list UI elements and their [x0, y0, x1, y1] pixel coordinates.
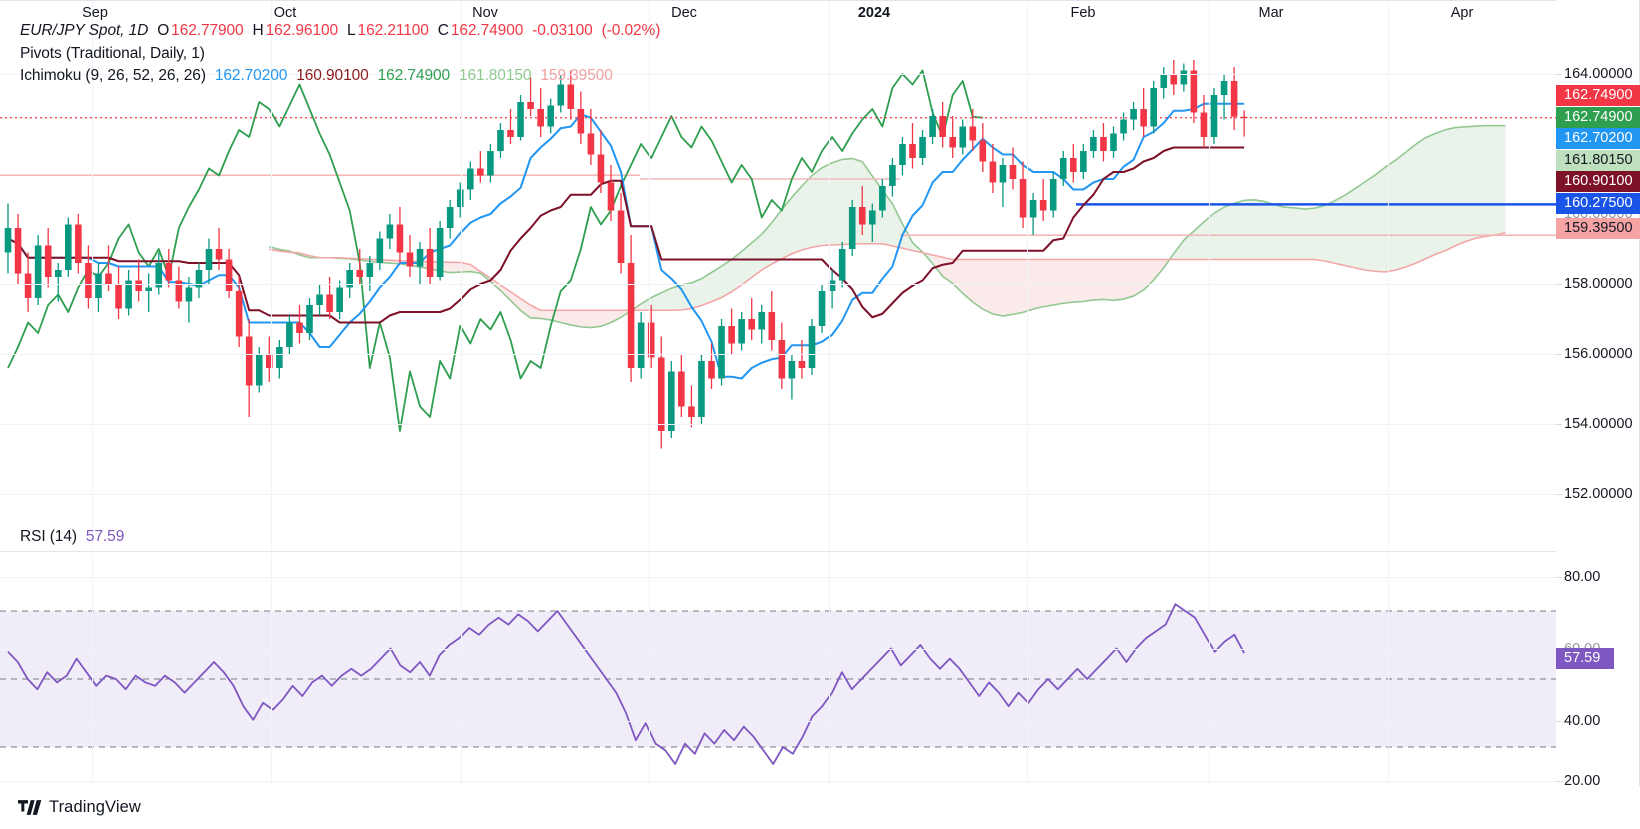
price-tick-156: 156.00000 [1564, 346, 1633, 362]
rsi-legend[interactable]: RSI (14) 57.59 [20, 528, 124, 546]
senkou-b-badge[interactable]: 159.39500 [1556, 218, 1640, 239]
time-scale[interactable]: Sep Oct Nov Dec 2024 Feb Mar Apr [0, 0, 1556, 26]
price-tick-158: 158.00000 [1564, 276, 1633, 292]
pivot-badge[interactable]: 160.27500 [1556, 193, 1640, 214]
rsi-gridline-sep [92, 553, 93, 786]
ohlc-close-value: 162.74900 [450, 22, 524, 39]
price-series-canvas [0, 60, 1556, 449]
gridline-164 [0, 74, 1556, 75]
rsi-gridline-80 [0, 577, 1556, 578]
time-tick-dec: Dec [671, 5, 697, 21]
rsi-tick-40: 40.00 [1564, 713, 1601, 729]
gridline-nov [461, 0, 462, 551]
ichimoku-chikou-value: 162.74900 [377, 67, 451, 84]
pivots-legend[interactable]: Pivots (Traditional, Daily, 1) [20, 45, 205, 63]
senkou-a-badge[interactable]: 161.80150 [1556, 150, 1640, 171]
time-tick-mar: Mar [1258, 5, 1284, 21]
price-tick-152: 152.00000 [1564, 486, 1633, 502]
gridline-apr [1388, 0, 1389, 551]
ohlc-low-value: 162.21100 [357, 22, 429, 39]
rsi-gridline-oct [271, 553, 272, 786]
rsi-gridline-40 [0, 721, 1556, 722]
gridline-feb [1027, 0, 1028, 551]
time-tick-sep: Sep [82, 5, 108, 21]
price-scale[interactable]: 164.00000 158.00000 156.00000 154.00000 … [1556, 0, 1640, 786]
gridline-154 [0, 424, 1556, 425]
ohlc-open-key: O [157, 22, 170, 39]
gridline-158 [0, 284, 1556, 285]
ohlc-close-key: C [437, 22, 449, 39]
time-tick-feb: Feb [1070, 5, 1096, 21]
price-chart-pane[interactable]: EUR/JPY Spot, 1D O 162.77900 H 162.96100 L 162… [0, 0, 1556, 551]
rsi-indicator-pane[interactable]: RSI (14) 57.59 [0, 528, 1556, 786]
time-scale-top-border [0, 0, 1556, 1]
time-tick-nov: Nov [472, 5, 498, 21]
rsi-gridline-2024 [829, 553, 830, 786]
gridline-oct [271, 0, 272, 551]
tradingview-logo-icon [18, 799, 42, 815]
ichimoku-kijun-value: 160.90100 [296, 67, 369, 84]
ohlc-open-value: 162.77900 [171, 22, 244, 39]
tenkan-badge[interactable]: 162.70200 [1556, 128, 1640, 149]
rsi-gridline-feb [1027, 553, 1028, 786]
rsi-tick-20: 20.00 [1564, 773, 1601, 789]
brand-name: TradingView [49, 797, 141, 816]
time-tick-oct: Oct [273, 5, 297, 21]
symbol-legend[interactable]: EUR/JPY Spot, 1D O 162.77900 H 162.96100 L 162… [20, 22, 660, 40]
gridline-dec [649, 0, 650, 551]
pane-divider[interactable] [0, 551, 1556, 552]
change-value: -0.03100 [532, 22, 593, 39]
rsi-gridline-mar [1209, 553, 1210, 786]
symbol-title[interactable]: EUR/JPY Spot, 1D [20, 22, 149, 39]
footer-branding[interactable]: TradingView [18, 794, 141, 820]
pivots-title[interactable]: Pivots (Traditional, Daily, 1) [20, 45, 205, 62]
rsi-gridline-nov [461, 553, 462, 786]
chikou-badge[interactable]: 162.74900 [1556, 107, 1640, 128]
rsi-title[interactable]: RSI (14) [20, 528, 77, 545]
time-tick-2024: 2024 [857, 5, 891, 21]
rsi-value-badge[interactable]: 57.59 [1556, 648, 1614, 669]
gridline-152 [0, 494, 1556, 495]
gridline-156 [0, 354, 1556, 355]
last-price-badge[interactable]: 162.74900 [1556, 85, 1640, 106]
kijun-badge[interactable]: 160.90100 [1556, 171, 1640, 192]
gridline-mar [1209, 0, 1210, 551]
rsi-tick-80: 80.00 [1564, 569, 1601, 585]
rsi-gridline-20 [0, 781, 1556, 782]
gridline-2024 [829, 0, 830, 551]
rsi-scale[interactable]: 80.00 60.00 40.00 20.00 57.59 [1556, 553, 1640, 789]
ichimoku-title[interactable]: Ichimoku (9, 26, 52, 26, 26) [20, 67, 206, 84]
gridline-sep [92, 0, 93, 551]
ichimoku-senkou-b-value: 159.39500 [540, 67, 613, 84]
price-tick-154: 154.00000 [1564, 416, 1633, 432]
ichimoku-legend[interactable]: Ichimoku (9, 26, 52, 26, 26) 162.70200 160… [20, 67, 613, 85]
ohlc-low-key: L [347, 22, 356, 39]
rsi-current-value: 57.59 [85, 528, 125, 545]
rsi-gridline-60 [0, 649, 1556, 650]
price-tick-164: 164.00000 [1564, 66, 1633, 82]
ichimoku-tenkan-value: 162.70200 [214, 67, 288, 84]
rsi-gridline-apr [1388, 553, 1389, 786]
change-percent: (-0.02%) [601, 22, 661, 39]
rsi-series-canvas [0, 603, 1556, 765]
rsi-gridline-dec [649, 553, 650, 786]
time-tick-apr: Apr [1450, 5, 1474, 21]
ohlc-high-value: 162.96100 [265, 22, 339, 39]
ichimoku-senkou-a-value: 161.80150 [459, 67, 532, 84]
ohlc-high-key: H [252, 22, 264, 39]
